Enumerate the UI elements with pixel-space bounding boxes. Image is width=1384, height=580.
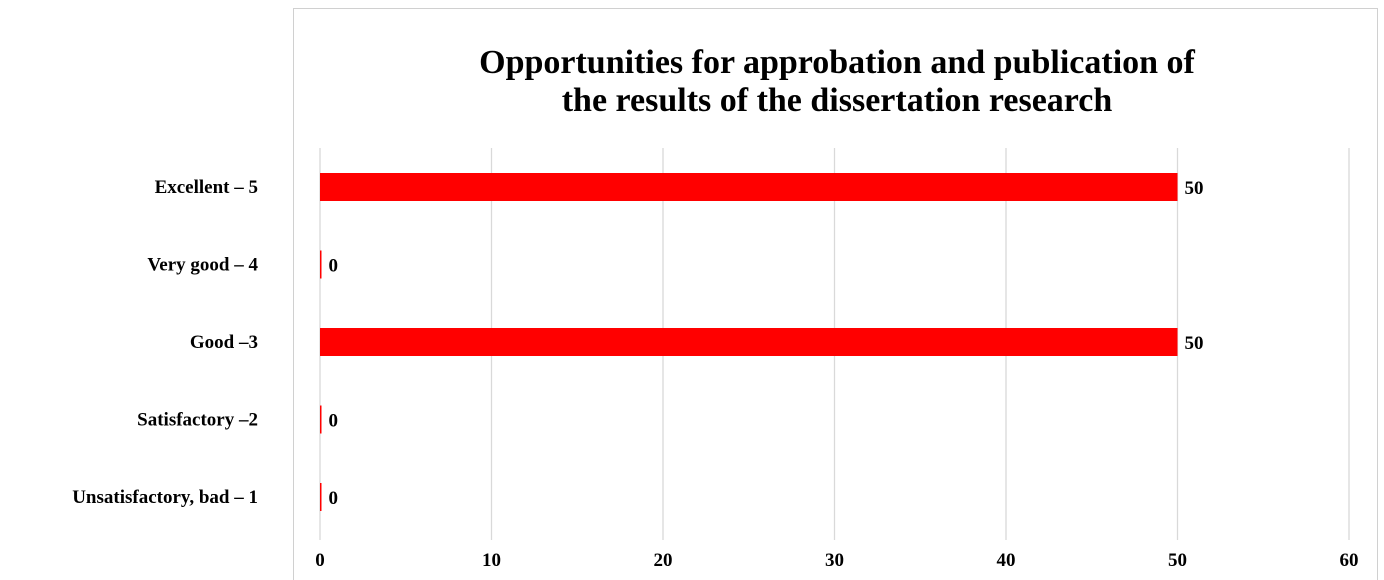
category-label: Good –3 xyxy=(190,332,258,353)
x-tick-label: 20 xyxy=(654,550,673,571)
bar xyxy=(320,173,1178,201)
data-label: 0 xyxy=(329,256,339,277)
category-label: Very good – 4 xyxy=(147,255,258,276)
data-label: 0 xyxy=(329,411,339,432)
x-tick-label: 0 xyxy=(315,550,325,571)
chart-title-line-1: Opportunities for approbation and public… xyxy=(479,44,1195,81)
bar xyxy=(320,483,322,511)
x-tick-label: 30 xyxy=(825,550,844,571)
x-tick-label: 40 xyxy=(997,550,1016,571)
category-label: Unsatisfactory, bad – 1 xyxy=(72,487,258,508)
category-label: Satisfactory –2 xyxy=(137,410,258,431)
chart-title: Opportunities for approbation and public… xyxy=(322,44,1352,120)
bar xyxy=(320,328,1178,356)
chart-area xyxy=(293,8,1378,580)
bar xyxy=(320,405,322,434)
x-tick-label: 60 xyxy=(1340,550,1359,571)
category-label: Excellent – 5 xyxy=(155,177,258,198)
chart-title-line-2: the results of the dissertation research xyxy=(561,82,1113,119)
x-tick-label: 50 xyxy=(1168,550,1187,571)
data-label: 50 xyxy=(1185,333,1204,354)
data-label: 50 xyxy=(1185,178,1204,199)
bar xyxy=(320,250,322,279)
data-label: 0 xyxy=(329,488,339,509)
x-tick-label: 10 xyxy=(482,550,501,571)
